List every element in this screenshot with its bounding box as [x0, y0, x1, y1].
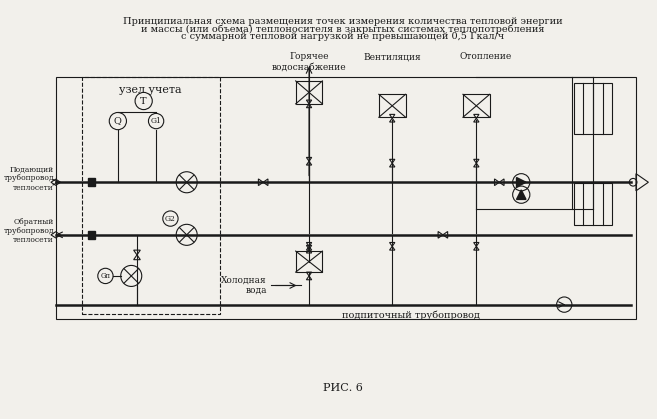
- Text: подпиточный трубопровод: подпиточный трубопровод: [342, 310, 480, 320]
- Bar: [88, 231, 95, 239]
- Bar: [56, 77, 636, 319]
- Bar: [296, 251, 323, 272]
- Text: Вентиляция: Вентиляция: [363, 52, 421, 61]
- Polygon shape: [516, 178, 526, 187]
- Text: Gп: Gп: [101, 272, 110, 280]
- Text: Холодная
вода: Холодная вода: [221, 276, 267, 295]
- Bar: [88, 178, 95, 186]
- Bar: [81, 77, 220, 314]
- Text: G1: G1: [150, 117, 162, 125]
- Text: Подающий
трубопровод
теплосети: Подающий трубопровод теплосети: [3, 165, 54, 191]
- Polygon shape: [516, 190, 526, 199]
- Text: Обратный
трубопровод
теплосети: Обратный трубопровод теплосети: [3, 218, 54, 244]
- Text: с суммарной тепловой нагрузкой не превышающей 0,5 Гкал/ч: с суммарной тепловой нагрузкой не превыш…: [181, 32, 504, 41]
- Text: Т: Т: [141, 96, 147, 106]
- Bar: [574, 83, 612, 134]
- Bar: [574, 183, 612, 225]
- Text: Q: Q: [114, 116, 122, 126]
- Text: и массы (или объема) теплоносителя в закрытых системах теплопотребления: и массы (или объема) теплоносителя в зак…: [141, 25, 544, 34]
- Text: РИС. 6: РИС. 6: [323, 383, 363, 393]
- Text: Принципиальная схема размещения точек измерения количества тепловой энергии: Принципиальная схема размещения точек из…: [123, 17, 562, 26]
- Text: узел учета: узел учета: [119, 85, 182, 95]
- Text: Отопление: Отопление: [460, 52, 512, 61]
- Text: Горячее
водоснабжение: Горячее водоснабжение: [272, 52, 346, 72]
- Bar: [296, 81, 323, 104]
- Text: G2: G2: [165, 215, 176, 222]
- Bar: [463, 94, 489, 117]
- Bar: [379, 94, 405, 117]
